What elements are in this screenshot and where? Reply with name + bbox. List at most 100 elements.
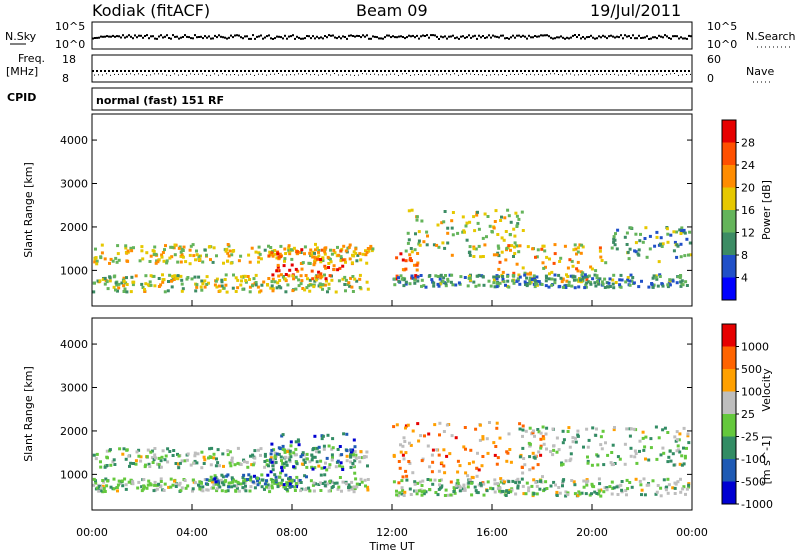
nave-point: [510, 73, 511, 75]
echo-cell: [585, 478, 589, 482]
echo-cell: [498, 489, 502, 493]
echo-cell: [515, 262, 519, 266]
echo-cell: [534, 255, 537, 259]
echo-cell: [551, 427, 555, 431]
echo-cell: [413, 278, 417, 282]
nsky-point: [110, 35, 112, 38]
echo-cell: [561, 429, 565, 433]
echo-cell: [365, 450, 369, 454]
echo-cell: [305, 465, 309, 469]
echo-cell: [364, 253, 368, 257]
echo-cell: [310, 458, 314, 462]
colorbar-swatch: [722, 210, 736, 233]
echo-cell: [454, 436, 458, 440]
freq-point: [652, 70, 654, 72]
echo-cell: [495, 277, 499, 281]
echo-cell: [555, 450, 559, 454]
echo-cell: [416, 422, 420, 426]
nave-point: [578, 74, 579, 76]
freq-point: [188, 70, 190, 72]
echo-cell: [353, 277, 357, 281]
echo-cell: [298, 479, 302, 482]
echo-cell: [359, 477, 363, 481]
echo-cell: [291, 274, 295, 278]
echo-cell: [240, 279, 243, 283]
nave-point: [222, 73, 223, 75]
nave-point: [470, 73, 471, 75]
echo-cell: [191, 478, 195, 482]
echo-cell: [209, 463, 213, 467]
echo-cell: [533, 279, 537, 282]
echo-cell: [281, 444, 285, 448]
freq-point: [536, 70, 538, 72]
echo-cell: [227, 481, 231, 485]
echo-cell: [571, 440, 575, 444]
nsky-point: [208, 35, 210, 38]
echo-cell: [335, 481, 339, 485]
echo-cell: [608, 277, 612, 281]
echo-cell: [616, 455, 620, 459]
echo-cell: [224, 489, 228, 493]
nsky-point: [680, 36, 682, 39]
nave-point: [654, 74, 655, 76]
echo-cell: [182, 245, 186, 249]
echo-cell: [308, 460, 312, 464]
nsky-tick-low: 10^0: [55, 38, 85, 51]
nsky-point: [578, 34, 580, 36]
echo-cell: [394, 277, 398, 281]
echo-cell: [294, 287, 298, 291]
echo-cell: [684, 492, 687, 496]
nave-point: [178, 74, 179, 76]
echo-cell: [514, 492, 518, 496]
echo-cell: [506, 279, 510, 283]
echo-cell: [399, 252, 403, 256]
nsky-point: [562, 36, 564, 39]
echo-cell: [465, 221, 469, 225]
echo-cell: [625, 231, 629, 235]
echo-cell: [197, 254, 201, 258]
echo-cell: [464, 224, 468, 228]
echo-cell: [146, 448, 150, 452]
echo-cell: [565, 273, 568, 277]
echo-cell: [604, 441, 607, 445]
echo-cell: [219, 478, 223, 482]
nave-point: [234, 74, 235, 75]
echo-cell: [231, 286, 235, 290]
echo-cell: [117, 286, 121, 290]
echo-cell: [629, 427, 633, 431]
echo-cell: [537, 450, 541, 454]
echo-cell: [449, 280, 453, 284]
echo-cell: [496, 233, 500, 236]
echo-cell: [679, 255, 683, 259]
echo-cell: [160, 455, 164, 459]
echo-cell: [403, 440, 407, 443]
echo-cell: [352, 250, 356, 254]
echo-cell: [220, 284, 224, 288]
echo-cell: [311, 483, 315, 487]
echo-cell: [256, 483, 260, 487]
echo-cell: [541, 244, 545, 248]
echo-cell: [257, 260, 260, 264]
echo-cell: [95, 259, 99, 263]
echo-cell: [555, 436, 559, 440]
echo-cell: [249, 475, 253, 479]
echo-cell: [274, 479, 278, 483]
echo-cell: [358, 460, 362, 464]
echo-cell: [409, 443, 413, 447]
echo-cell: [495, 462, 499, 466]
echo-cell: [536, 248, 540, 252]
freq-point: [128, 70, 130, 72]
echo-cell: [284, 473, 288, 477]
nsky-point: [432, 34, 434, 37]
nsky-point: [292, 34, 294, 37]
echo-cell: [485, 235, 488, 239]
echo-cell: [442, 430, 446, 433]
echo-cell: [287, 274, 291, 278]
nsky-point: [142, 36, 144, 39]
echo-cell: [311, 255, 315, 259]
echo-cell: [129, 478, 133, 482]
echo-cell: [277, 255, 281, 259]
echo-cell: [602, 490, 606, 494]
echo-cell: [538, 487, 542, 491]
freq-point: [548, 70, 550, 72]
